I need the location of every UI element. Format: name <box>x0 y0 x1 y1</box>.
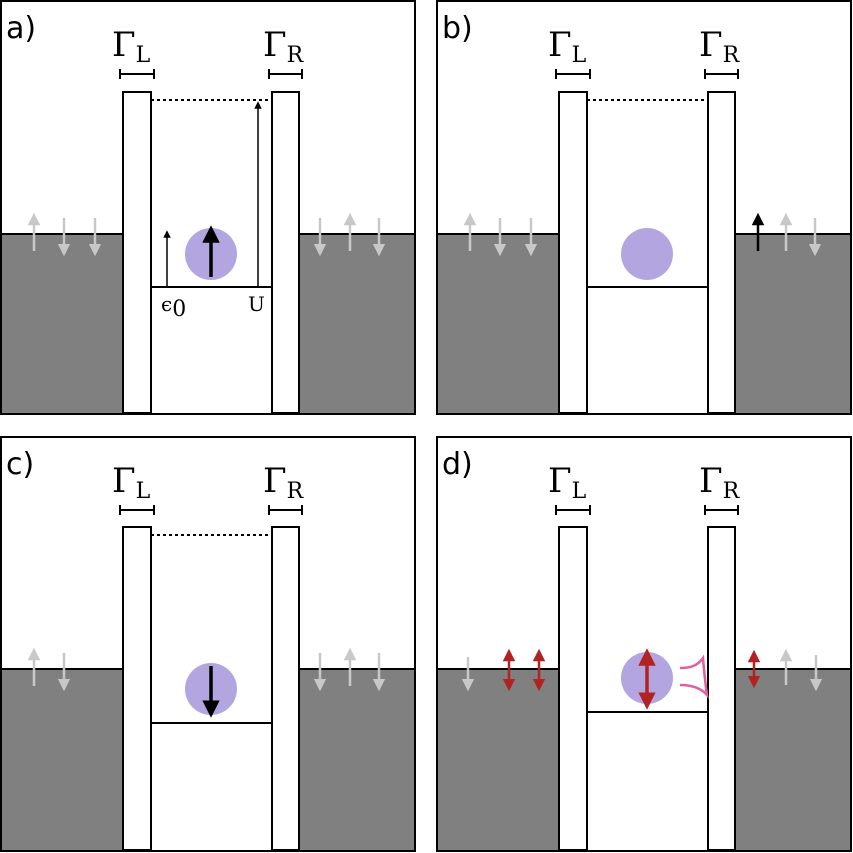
epsilon-label: ϵ0 <box>161 292 186 322</box>
right-barrier <box>271 526 300 851</box>
left-lead <box>438 234 559 413</box>
panel-c: c) ΓL ΓR <box>0 436 416 852</box>
gamma-left-label: ΓL <box>112 461 151 504</box>
left-barrier <box>122 91 152 414</box>
panel-label: b) <box>442 11 473 46</box>
panel-label: d) <box>442 447 473 482</box>
left-barrier <box>558 91 588 414</box>
panel-label: c) <box>6 447 34 482</box>
left-lead <box>2 234 123 413</box>
gamma-left-label: ΓL <box>548 25 587 68</box>
panel-d: d) ΓL ΓR <box>436 436 852 852</box>
panel-a: a) ΓL ΓR ϵ0 U <box>0 0 416 415</box>
right-barrier <box>707 91 736 414</box>
right-lead <box>299 669 414 850</box>
gamma-right-label: ΓR <box>263 461 305 504</box>
right-barrier <box>707 526 736 851</box>
right-barrier <box>271 91 300 414</box>
left-barrier <box>558 526 588 851</box>
panel-b: b) ΓL ΓR <box>436 0 852 415</box>
gamma-left-label: ΓL <box>112 25 151 68</box>
gamma-right-label: ΓR <box>699 461 741 504</box>
quantum-dot <box>621 228 673 280</box>
panel-label: a) <box>6 11 36 46</box>
gamma-left-label: ΓL <box>548 461 587 504</box>
right-lead <box>735 669 850 850</box>
gamma-right-label: ΓR <box>263 25 305 68</box>
left-lead <box>438 669 559 850</box>
right-lead <box>299 234 414 413</box>
left-barrier <box>122 526 152 851</box>
u-label: U <box>248 292 265 316</box>
right-lead <box>735 234 850 413</box>
left-lead <box>2 669 123 850</box>
gamma-right-label: ΓR <box>699 25 741 68</box>
kondo-resonance-icon <box>679 654 709 700</box>
